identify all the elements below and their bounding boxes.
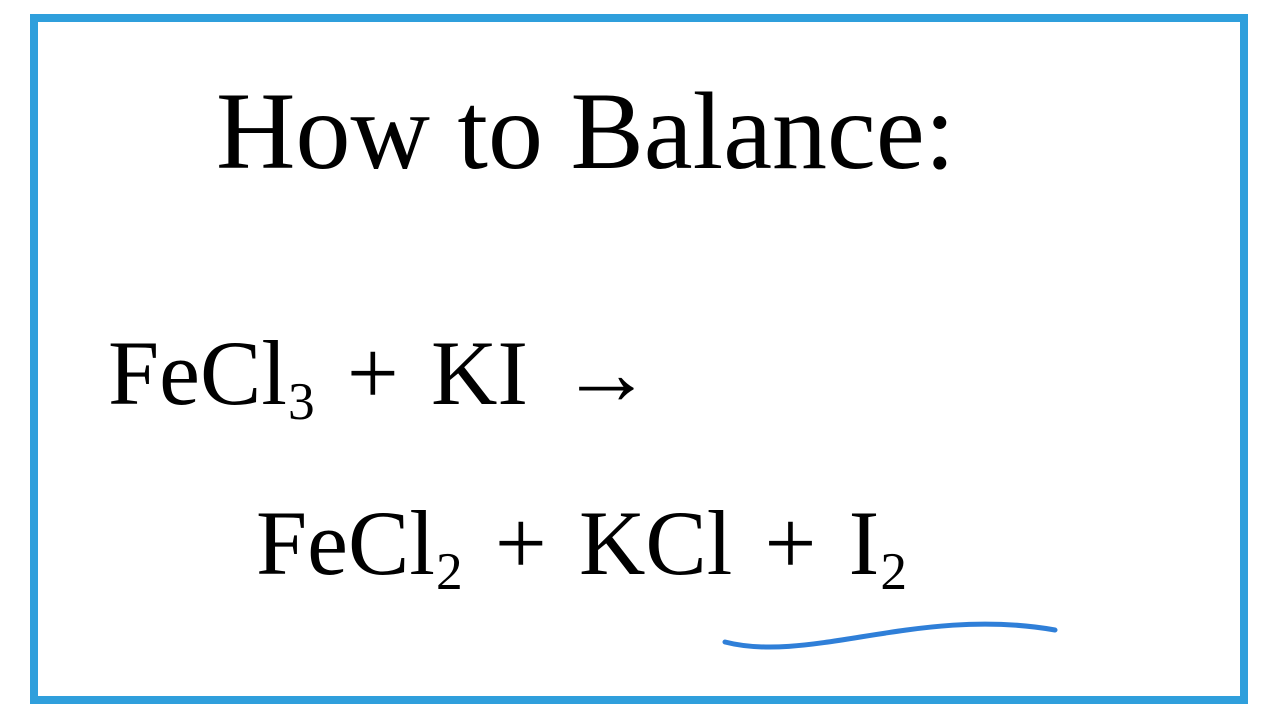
plus-operator: + xyxy=(765,490,817,596)
plus-operator: + xyxy=(495,490,547,596)
compound-I2: I2 xyxy=(849,490,907,596)
compound-FeCl3: FeCl3 xyxy=(108,320,315,426)
page-title: How to Balance: xyxy=(216,68,955,195)
subscript: 2 xyxy=(436,540,463,602)
subscript: 2 xyxy=(880,540,907,602)
equation-reactants-line: FeCl3 + KI → xyxy=(108,320,675,426)
subscript: 3 xyxy=(288,370,315,432)
reaction-arrow: → xyxy=(560,320,652,426)
hand-underline xyxy=(720,612,1060,662)
plus-operator: + xyxy=(347,320,399,426)
equation-products-line: FeCl2 + KCl + I2 xyxy=(256,490,907,596)
compound-KCl: KCl xyxy=(579,490,732,596)
compound-FeCl2: FeCl2 xyxy=(256,490,463,596)
compound-KI: KI xyxy=(431,320,528,426)
